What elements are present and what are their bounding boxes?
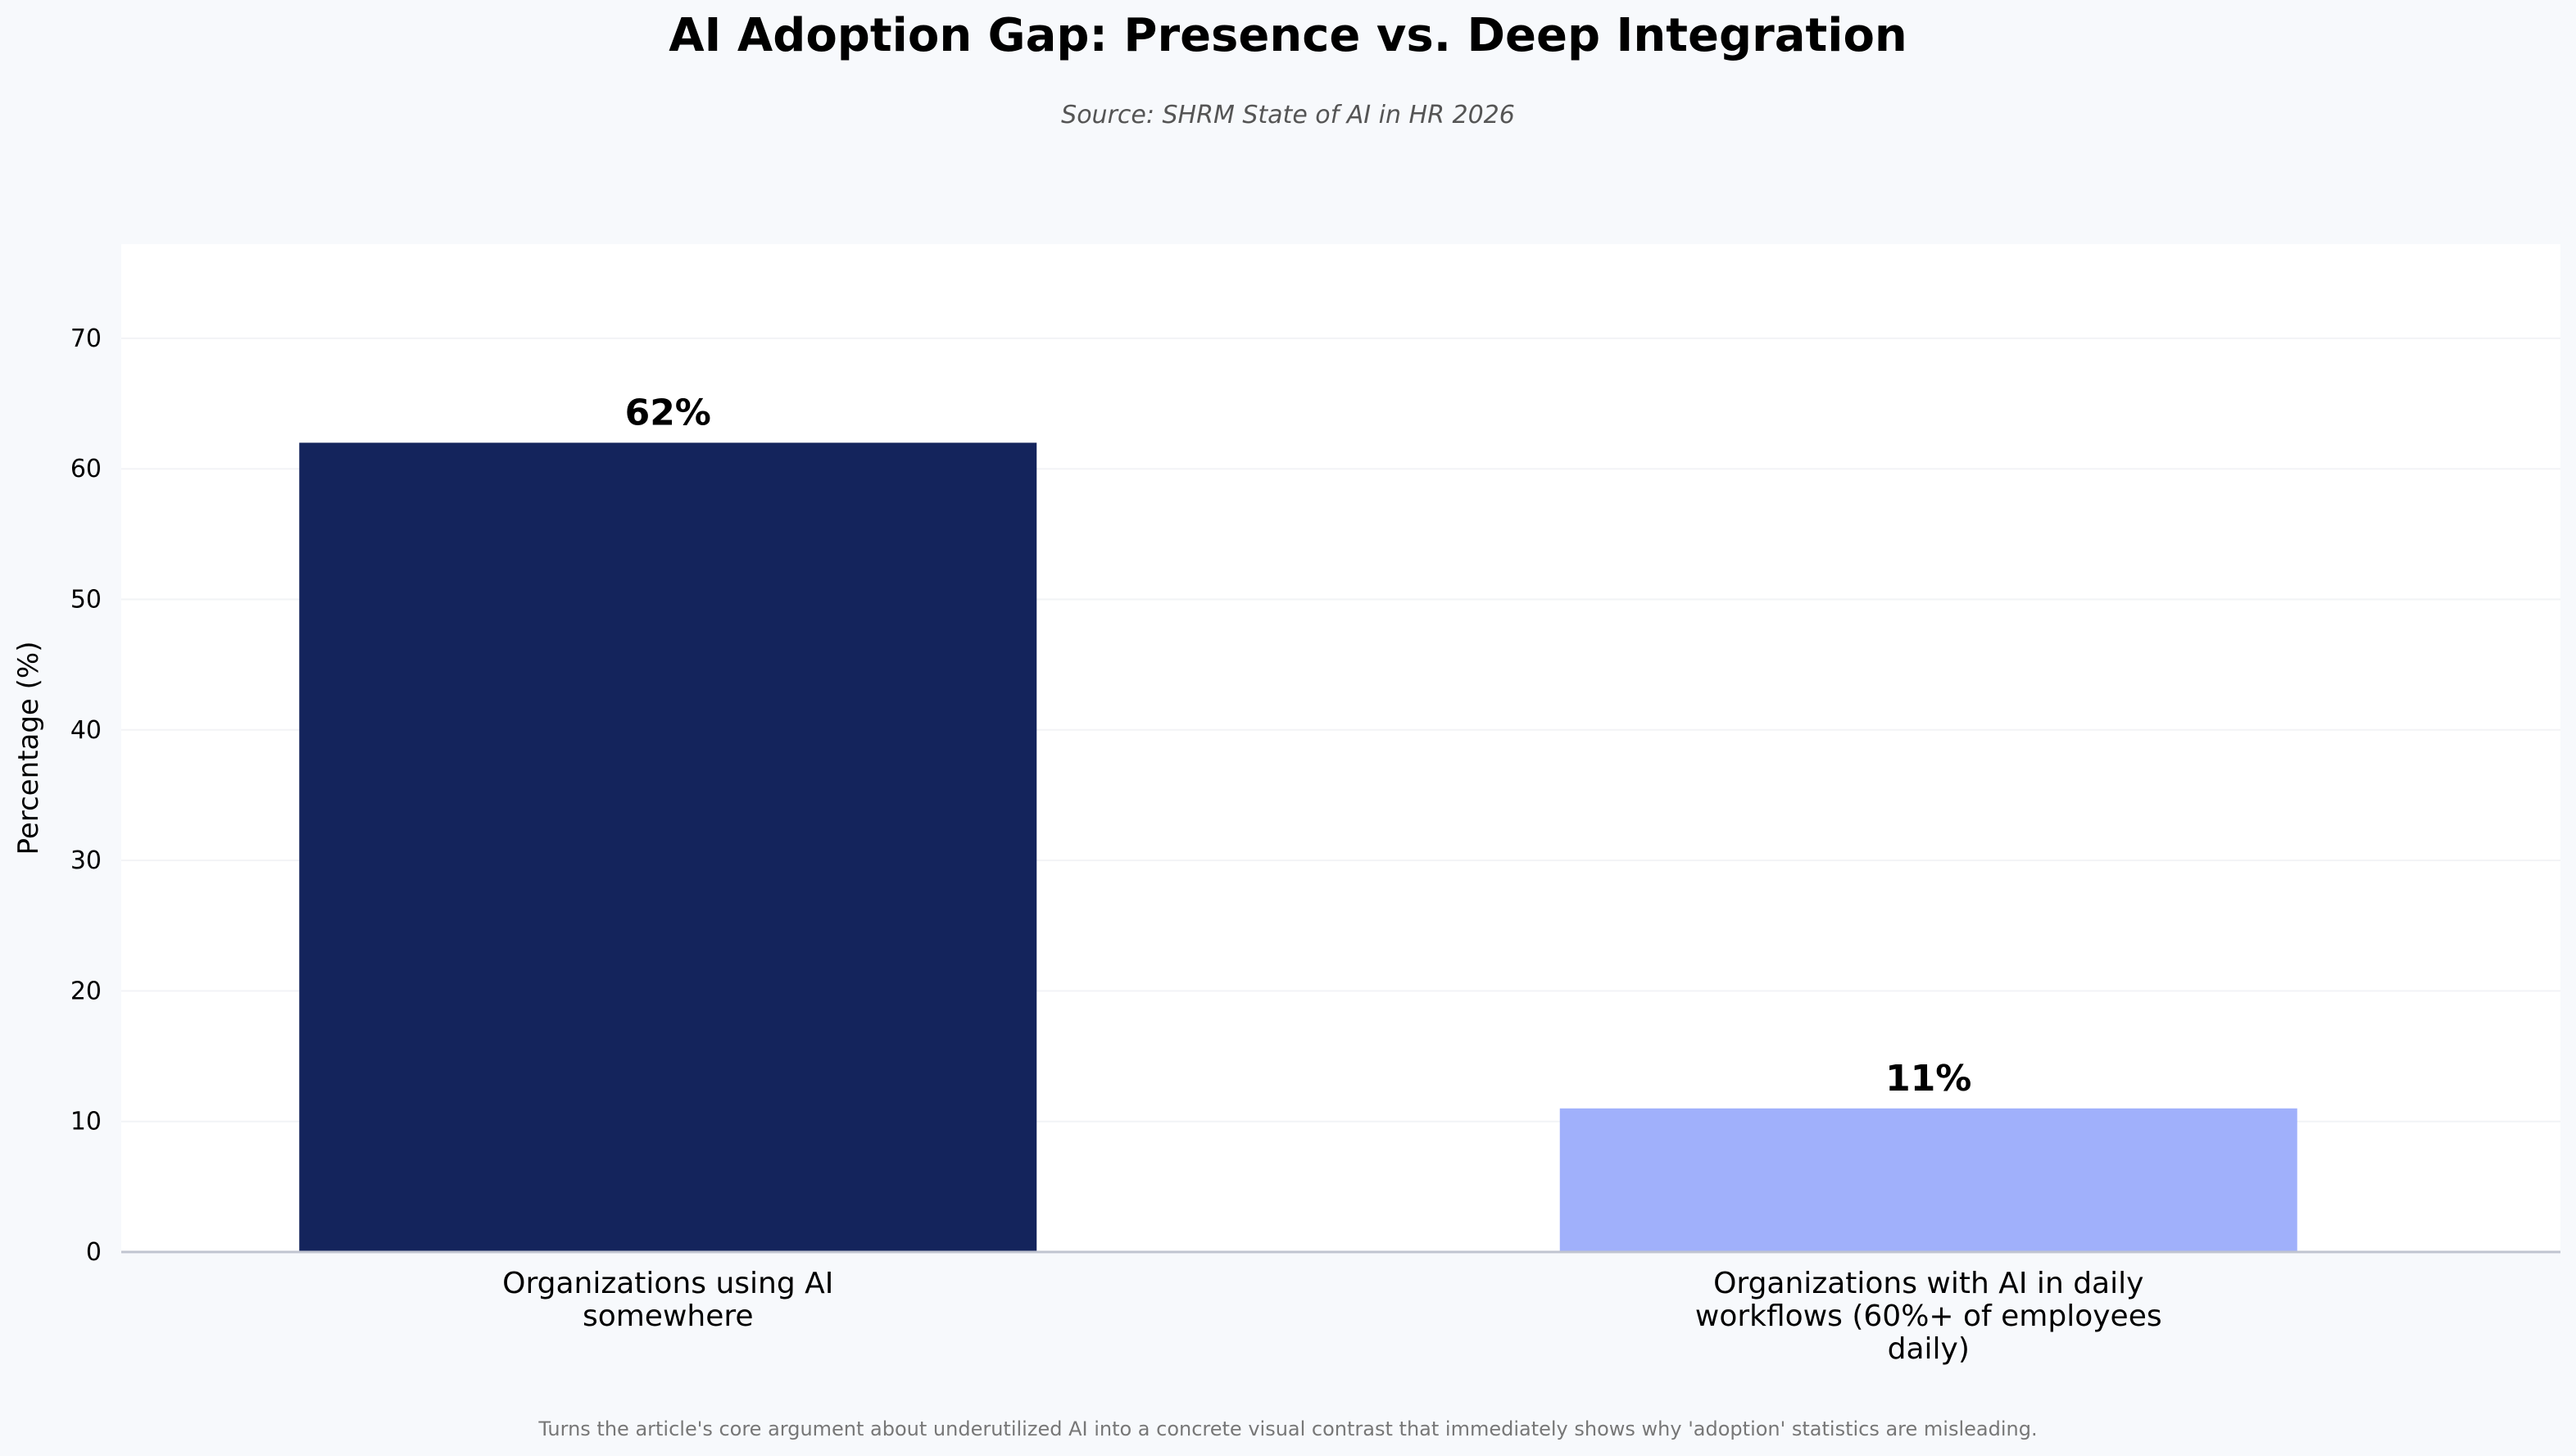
chart-title: AI Adoption Gap: Presence vs. Deep Integ… bbox=[669, 9, 1907, 62]
y-tick-label: 70 bbox=[70, 324, 102, 353]
bars bbox=[299, 442, 2297, 1252]
bar bbox=[1559, 1108, 2297, 1252]
y-tick-label: 40 bbox=[70, 716, 102, 745]
y-tick-label: 30 bbox=[70, 846, 102, 875]
y-tick-label: 20 bbox=[70, 977, 102, 1005]
y-tick-label: 50 bbox=[70, 586, 102, 615]
data-label: 11% bbox=[1885, 1058, 1971, 1100]
data-labels: 62% 11% bbox=[625, 392, 1972, 1099]
y-axis-ticks: 0 10 20 30 40 50 60 70 bbox=[70, 324, 102, 1267]
chart-subtitle: Source: SHRM State of AI in HR 2026 bbox=[1061, 101, 1515, 129]
x-axis-categories: Organizations using AI somewhere Organizat… bbox=[502, 1267, 2162, 1366]
bar bbox=[299, 442, 1037, 1252]
chart-footer-note: Turns the article's core argument about … bbox=[537, 1417, 2037, 1440]
y-axis-label: Percentage (%) bbox=[12, 642, 45, 855]
x-category-label: Organizations using AI somewhere bbox=[502, 1267, 833, 1333]
y-tick-label: 0 bbox=[86, 1238, 102, 1267]
y-tick-label: 10 bbox=[70, 1108, 102, 1136]
data-label: 62% bbox=[625, 392, 711, 433]
x-category-label: Organizations with AI in daily workflows … bbox=[1695, 1267, 2162, 1366]
y-tick-label: 60 bbox=[70, 455, 102, 483]
